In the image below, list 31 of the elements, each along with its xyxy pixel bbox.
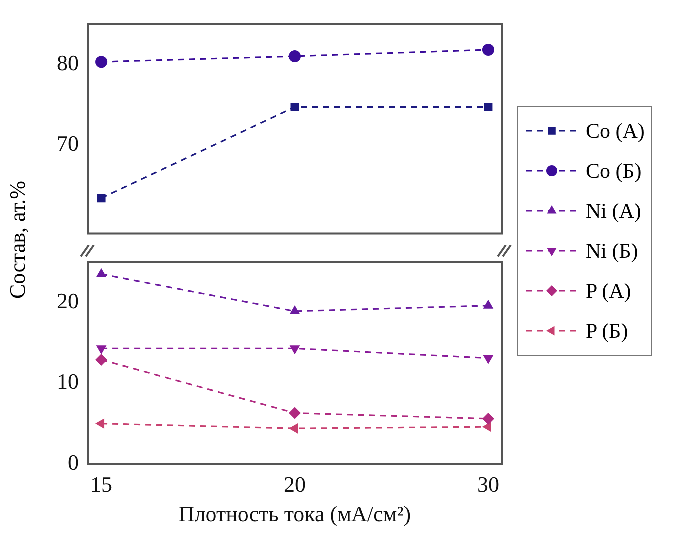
point <box>482 412 494 425</box>
point <box>96 268 107 278</box>
legend-label: Co (А) <box>586 118 645 144</box>
point <box>290 102 300 112</box>
legend-label: Ni (А) <box>586 198 642 224</box>
point <box>96 354 108 366</box>
y-axis-title: Состав, ат.% <box>5 180 31 300</box>
point <box>290 305 300 314</box>
point <box>289 50 301 62</box>
point <box>97 194 106 203</box>
point <box>96 418 105 429</box>
x-tick-label: 15 <box>90 472 113 498</box>
point <box>289 423 298 434</box>
y-tick-label: 20 <box>57 288 79 314</box>
x-axis-title: Плотность тока (мА/см²) <box>178 502 412 527</box>
x-tick-label: 30 <box>477 472 500 498</box>
legend-label: Co (Б) <box>586 158 642 184</box>
y-tick-label: 80 <box>57 50 79 76</box>
y-tick-label: 0 <box>68 450 79 475</box>
point <box>482 422 492 432</box>
y-tick-label: 70 <box>57 130 79 156</box>
legend-label: Ni (Б) <box>586 238 638 264</box>
point <box>482 44 494 56</box>
x-tick-label: 20 <box>284 472 306 498</box>
point <box>96 56 108 68</box>
legend-label: P (Б) <box>586 318 628 344</box>
legend-label: P (А) <box>586 278 632 304</box>
point <box>289 407 301 420</box>
point <box>484 102 493 112</box>
point <box>483 300 494 309</box>
y-tick-label: 10 <box>57 369 79 394</box>
